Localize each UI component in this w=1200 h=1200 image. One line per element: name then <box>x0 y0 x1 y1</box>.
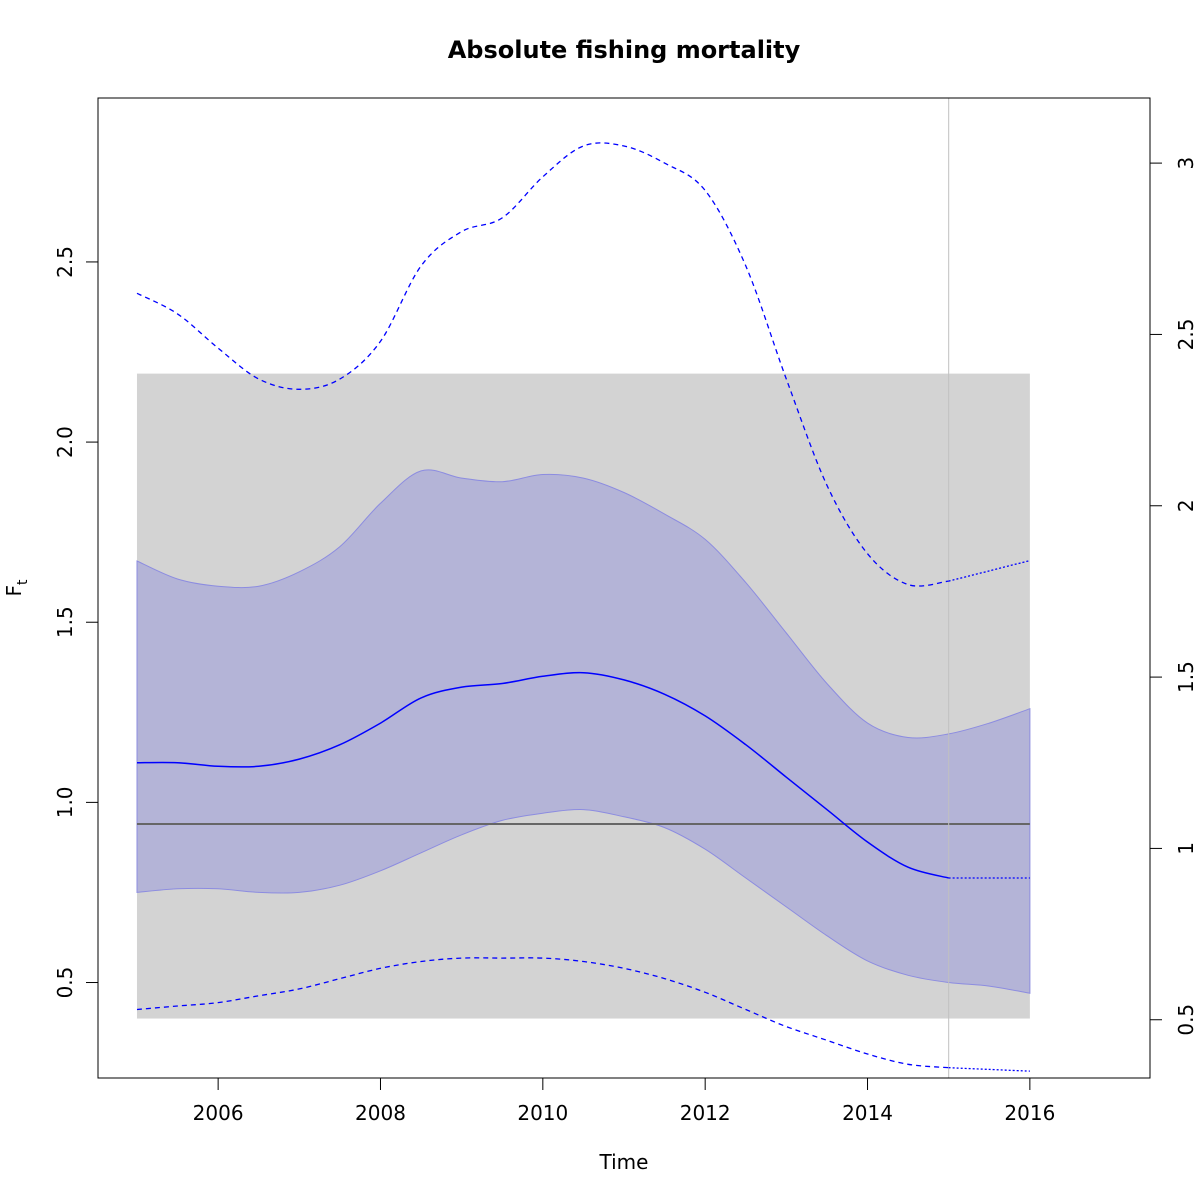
relative-upper-line <box>136 142 949 587</box>
y-right-tick-label: 1 <box>1174 842 1198 855</box>
relative-lower-forecast-line <box>948 1067 1030 1072</box>
y-left-tick-label: 0.5 <box>53 967 77 999</box>
x-tick-label: 2008 <box>355 1101 406 1125</box>
y-left-tick-label: 1.5 <box>53 606 77 638</box>
y-right-tick-label: 2 <box>1174 499 1198 512</box>
y-right-tick-label: 2.5 <box>1174 319 1198 351</box>
y-axis-label-main: F <box>2 585 26 597</box>
y-right-tick-label: 1.5 <box>1174 661 1198 693</box>
relative-lower-line <box>136 957 949 1069</box>
x-axis-label: Time <box>599 1150 649 1174</box>
ci-area <box>136 469 1031 994</box>
y-left-tick-label: 2.0 <box>53 426 77 458</box>
y-right-tick-label: 0.5 <box>1174 1004 1198 1036</box>
x-axis: 2006 2008 2010 2012 2014 2016 <box>193 1077 1055 1125</box>
y-axis-label-subscript: t <box>15 579 31 585</box>
y-axis-label: Ft <box>2 579 31 597</box>
relative-upper-forecast-line <box>948 559 1031 582</box>
x-tick-label: 2016 <box>1004 1101 1055 1125</box>
chart-title: Absolute fishing mortality <box>448 36 801 64</box>
y-left-tick-label: 1.0 <box>53 786 77 818</box>
y-left-tick-label: 2.5 <box>53 246 77 278</box>
x-tick-label: 2010 <box>517 1101 568 1125</box>
y-right-axis: 0.5 1 1.5 2 2.5 3 <box>1149 157 1198 1036</box>
x-tick-label: 2012 <box>680 1101 731 1125</box>
estimate-line <box>136 671 949 879</box>
x-tick-label: 2006 <box>193 1101 244 1125</box>
x-tick-label: 2014 <box>842 1101 893 1125</box>
y-right-tick-label: 3 <box>1174 157 1198 170</box>
y-left-axis: 0.5 1.0 1.5 2.0 2.5 <box>53 246 99 999</box>
